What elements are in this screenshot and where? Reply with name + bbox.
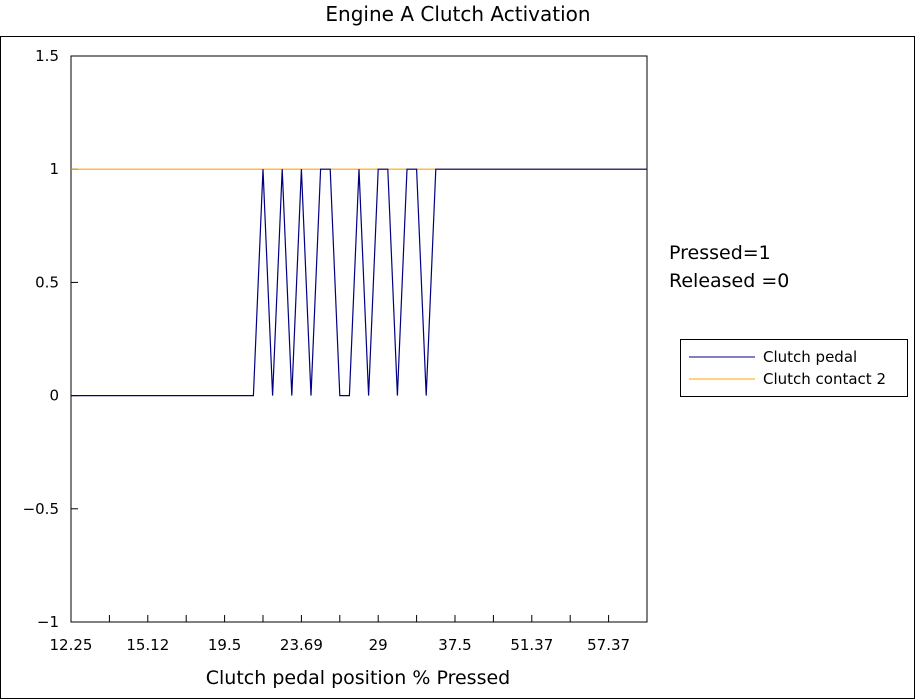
series-line-clutch-pedal [71, 168, 647, 397]
y-axis: 1.5 1 0.5 0 −0.5 −1 [23, 47, 78, 631]
series-layer [71, 168, 647, 397]
annotation-pressed: Pressed=1 [669, 242, 771, 264]
plot-area: 1.5 1 0.5 0 −0.5 −1 12.25 15.12 19.5 23.69 29 37.5… [23, 47, 648, 654]
figure-border [0, 36, 915, 699]
y-tick-label: 1.5 [35, 47, 59, 65]
annotation-released: Released =0 [669, 270, 789, 292]
legend: Clutch pedal Clutch contact 2 [680, 339, 908, 397]
x-tick-label: 12.25 [50, 636, 93, 654]
x-tick-label: 29 [369, 636, 388, 654]
legend-label-clutch-contact-2: Clutch contact 2 [763, 370, 886, 388]
legend-box [680, 339, 908, 397]
y-tick-label: 0.5 [35, 273, 59, 291]
x-axis: 12.25 15.12 19.5 23.69 29 37.5 51.37 57.37 [50, 615, 648, 654]
y-tick-label: 1 [49, 160, 59, 178]
x-tick-label: 57.37 [587, 636, 630, 654]
plot-frame [70, 55, 648, 623]
legend-label-clutch-pedal: Clutch pedal [763, 348, 857, 366]
y-tick-label: 0 [49, 387, 59, 405]
chart-title: Engine A Clutch Activation [325, 2, 590, 26]
x-tick-label: 51.37 [510, 636, 553, 654]
x-axis-label: Clutch pedal position % Pressed [206, 667, 510, 689]
y-tick-label: −1 [37, 613, 59, 631]
x-tick-label: 15.12 [126, 636, 169, 654]
x-tick-label: 37.5 [438, 636, 471, 654]
x-tick-label: 23.69 [280, 636, 323, 654]
x-tick-label: 19.5 [208, 636, 241, 654]
y-tick-label: −0.5 [23, 500, 59, 518]
